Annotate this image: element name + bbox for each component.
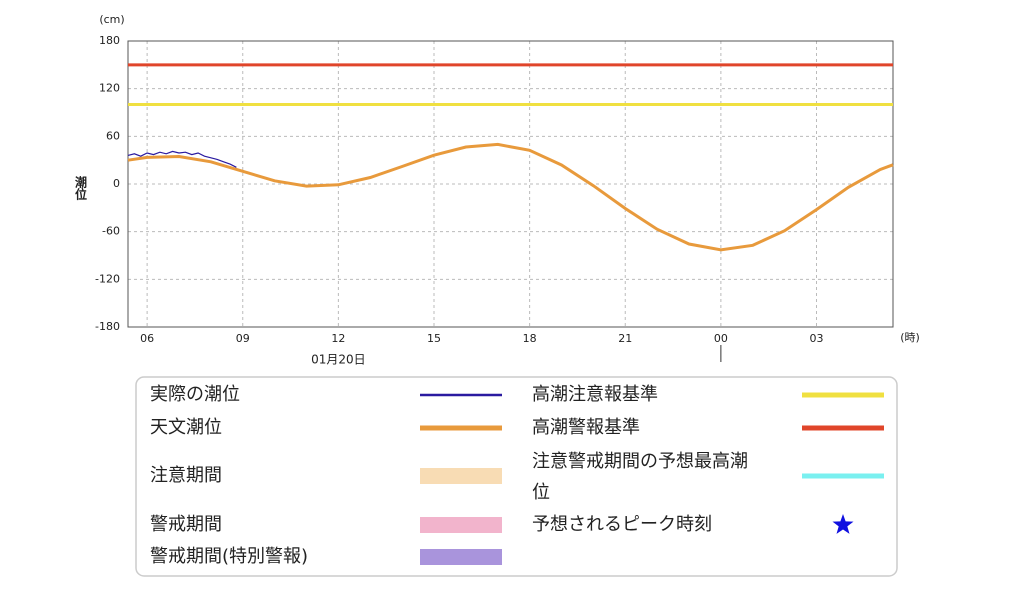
legend-label: 高潮注意報基準 bbox=[532, 384, 658, 405]
x-tick-label: 12 bbox=[331, 332, 345, 345]
y-tick-label: -60 bbox=[102, 225, 120, 238]
x-tick-label: 21 bbox=[618, 332, 632, 345]
legend-box bbox=[135, 376, 898, 577]
legend-swatch bbox=[420, 517, 502, 533]
legend-label: 予想されるピーク時刻 bbox=[532, 514, 712, 535]
legend-swatch bbox=[420, 468, 502, 484]
y-axis-label: 潮位 bbox=[74, 175, 88, 201]
series-line bbox=[127, 142, 894, 252]
y-tick-label: 60 bbox=[106, 129, 120, 142]
x-tick-label: 18 bbox=[523, 332, 537, 345]
date-annotation: 01月20日 bbox=[311, 353, 366, 367]
legend-label: 天文潮位 bbox=[150, 417, 222, 438]
x-tick-label: 00 bbox=[714, 332, 728, 345]
x-tick-label: 09 bbox=[236, 332, 250, 345]
legend-swatch bbox=[832, 514, 854, 534]
legend-swatch bbox=[420, 549, 502, 565]
x-tick-label: 15 bbox=[427, 332, 441, 345]
legend-label: 実際の潮位 bbox=[150, 384, 240, 405]
x-tick-label: 03 bbox=[810, 332, 824, 345]
y-tick-label: 0 bbox=[113, 177, 120, 190]
x-tick-label: 06 bbox=[140, 332, 154, 345]
legend-label: 高潮警報基準 bbox=[532, 417, 640, 438]
y-tick-label: -180 bbox=[95, 320, 120, 333]
legend-label: 注意警戒期間の予想最高潮位 bbox=[532, 451, 748, 503]
y-tick-label: 180 bbox=[99, 34, 120, 47]
y-tick-label: 120 bbox=[99, 82, 120, 95]
legend-label: 注意期間 bbox=[150, 465, 222, 486]
legend-label: 警戒期間(特別警報) bbox=[150, 546, 308, 567]
series-line bbox=[127, 150, 237, 168]
y-tick-label: -120 bbox=[95, 272, 120, 285]
plot-frame bbox=[127, 40, 894, 328]
legend-label: 警戒期間 bbox=[150, 514, 222, 535]
y-unit: (cm) bbox=[99, 13, 124, 26]
x-unit: (時) bbox=[900, 331, 920, 344]
